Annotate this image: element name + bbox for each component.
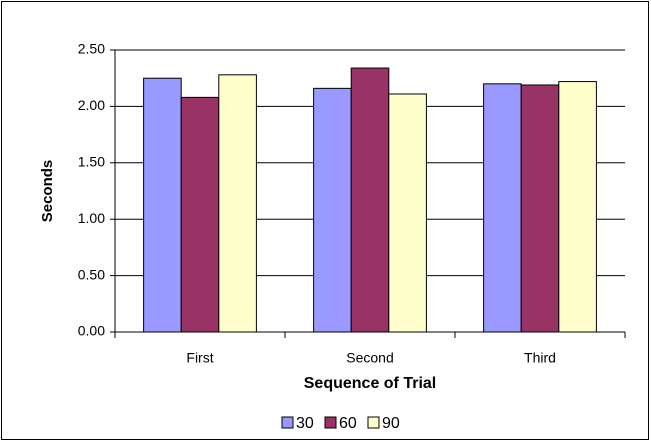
legend-swatch xyxy=(367,416,380,429)
x-axis-title: Sequence of Trial xyxy=(304,375,436,392)
x-tick-label: Second xyxy=(346,350,393,366)
bar xyxy=(218,74,257,333)
y-tick-label: 2.50 xyxy=(78,41,105,57)
y-axis-title: Seconds xyxy=(39,160,56,223)
legend-swatch xyxy=(324,416,337,429)
bar xyxy=(313,87,352,333)
legend-label: 30 xyxy=(296,415,314,432)
legend-label: 90 xyxy=(382,415,400,432)
bar xyxy=(388,93,427,333)
x-tick-label: Third xyxy=(524,350,556,366)
bar xyxy=(180,96,220,333)
bar xyxy=(520,84,560,333)
bar xyxy=(350,67,390,333)
y-tick-label: 1.50 xyxy=(78,154,105,170)
bar xyxy=(558,81,597,333)
bar xyxy=(143,77,182,333)
x-tick-label: First xyxy=(186,350,213,366)
bar xyxy=(483,83,522,333)
legend-label: 60 xyxy=(339,415,357,432)
y-tick-label: 2.00 xyxy=(78,97,105,113)
y-tick-label: 0.50 xyxy=(78,266,105,282)
y-tick-label: 0.00 xyxy=(78,323,105,339)
y-tick-label: 1.00 xyxy=(78,210,105,226)
legend-swatch xyxy=(281,416,294,429)
